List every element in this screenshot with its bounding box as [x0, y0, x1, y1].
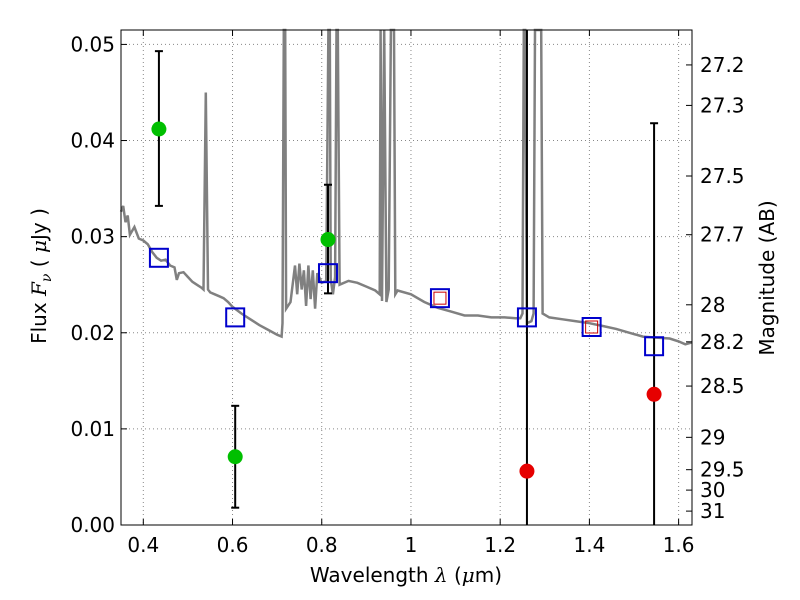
y2-tick-label: 28.2 — [700, 330, 745, 354]
x-tick-label: 1.6 — [663, 533, 695, 557]
model-inner-square — [433, 291, 447, 305]
y2-tick-label: 30 — [700, 478, 725, 502]
y2-tick-label: 28.5 — [700, 374, 745, 398]
x-axis-ticks: 0.4 0.6 0.8 1 1.2 1.4 1.6 — [127, 30, 695, 557]
spectrum-line — [119, 28, 693, 346]
x-tick-label: 0.8 — [306, 533, 338, 557]
y2-tick-label: 28 — [700, 293, 725, 317]
x-tick-label: 1 — [405, 533, 418, 557]
model-square — [317, 263, 338, 284]
model-square — [581, 317, 602, 337]
data-marks — [148, 30, 665, 525]
y-tick-label: 0.01 — [70, 417, 115, 441]
y2-tick-label: 27.2 — [700, 53, 745, 77]
red-data-point — [519, 463, 535, 479]
y2-tick-label: 29.5 — [700, 458, 745, 482]
green-data-point — [320, 232, 336, 248]
y-tick-label: 0.02 — [70, 321, 115, 345]
plot-frame — [120, 29, 693, 526]
green-data-point — [151, 121, 167, 137]
x-tick-label: 1.4 — [573, 533, 605, 557]
x-tick-label: 1.2 — [484, 533, 516, 557]
y-axis-ticks: 0.00 0.01 0.02 0.03 0.04 0.05 — [70, 32, 127, 537]
model-square — [429, 288, 450, 309]
y2-tick-label: 31 — [700, 499, 725, 523]
model-square — [225, 307, 246, 328]
y2-tick-label: 27.5 — [700, 164, 745, 188]
y-axis-title: Flux Fν ( μJy ) — [27, 208, 55, 344]
y-tick-label: 0.04 — [70, 129, 115, 153]
x-tick-label: 0.4 — [127, 533, 159, 557]
x-tick-label: 0.6 — [217, 533, 249, 557]
y2-tick-label: 29 — [700, 425, 725, 449]
y2-tick-label: 27.7 — [700, 223, 745, 247]
green-data-point — [227, 449, 243, 465]
red-data-point — [646, 386, 662, 402]
x-axis-title: Wavelength λ (μm) — [310, 563, 502, 587]
model-square — [644, 336, 665, 357]
y-tick-label: 0.05 — [70, 32, 115, 56]
model-square — [148, 247, 169, 268]
model-square — [516, 307, 537, 328]
y2-axis-title: Magnitude (AB) — [755, 200, 779, 355]
y-tick-label: 0.00 — [70, 513, 115, 537]
grid-lines — [121, 30, 692, 526]
y2-tick-label: 27.3 — [700, 93, 745, 117]
model-spectrum — [119, 28, 693, 346]
model-inner-square — [585, 320, 599, 334]
y-tick-label: 0.03 — [70, 225, 115, 249]
